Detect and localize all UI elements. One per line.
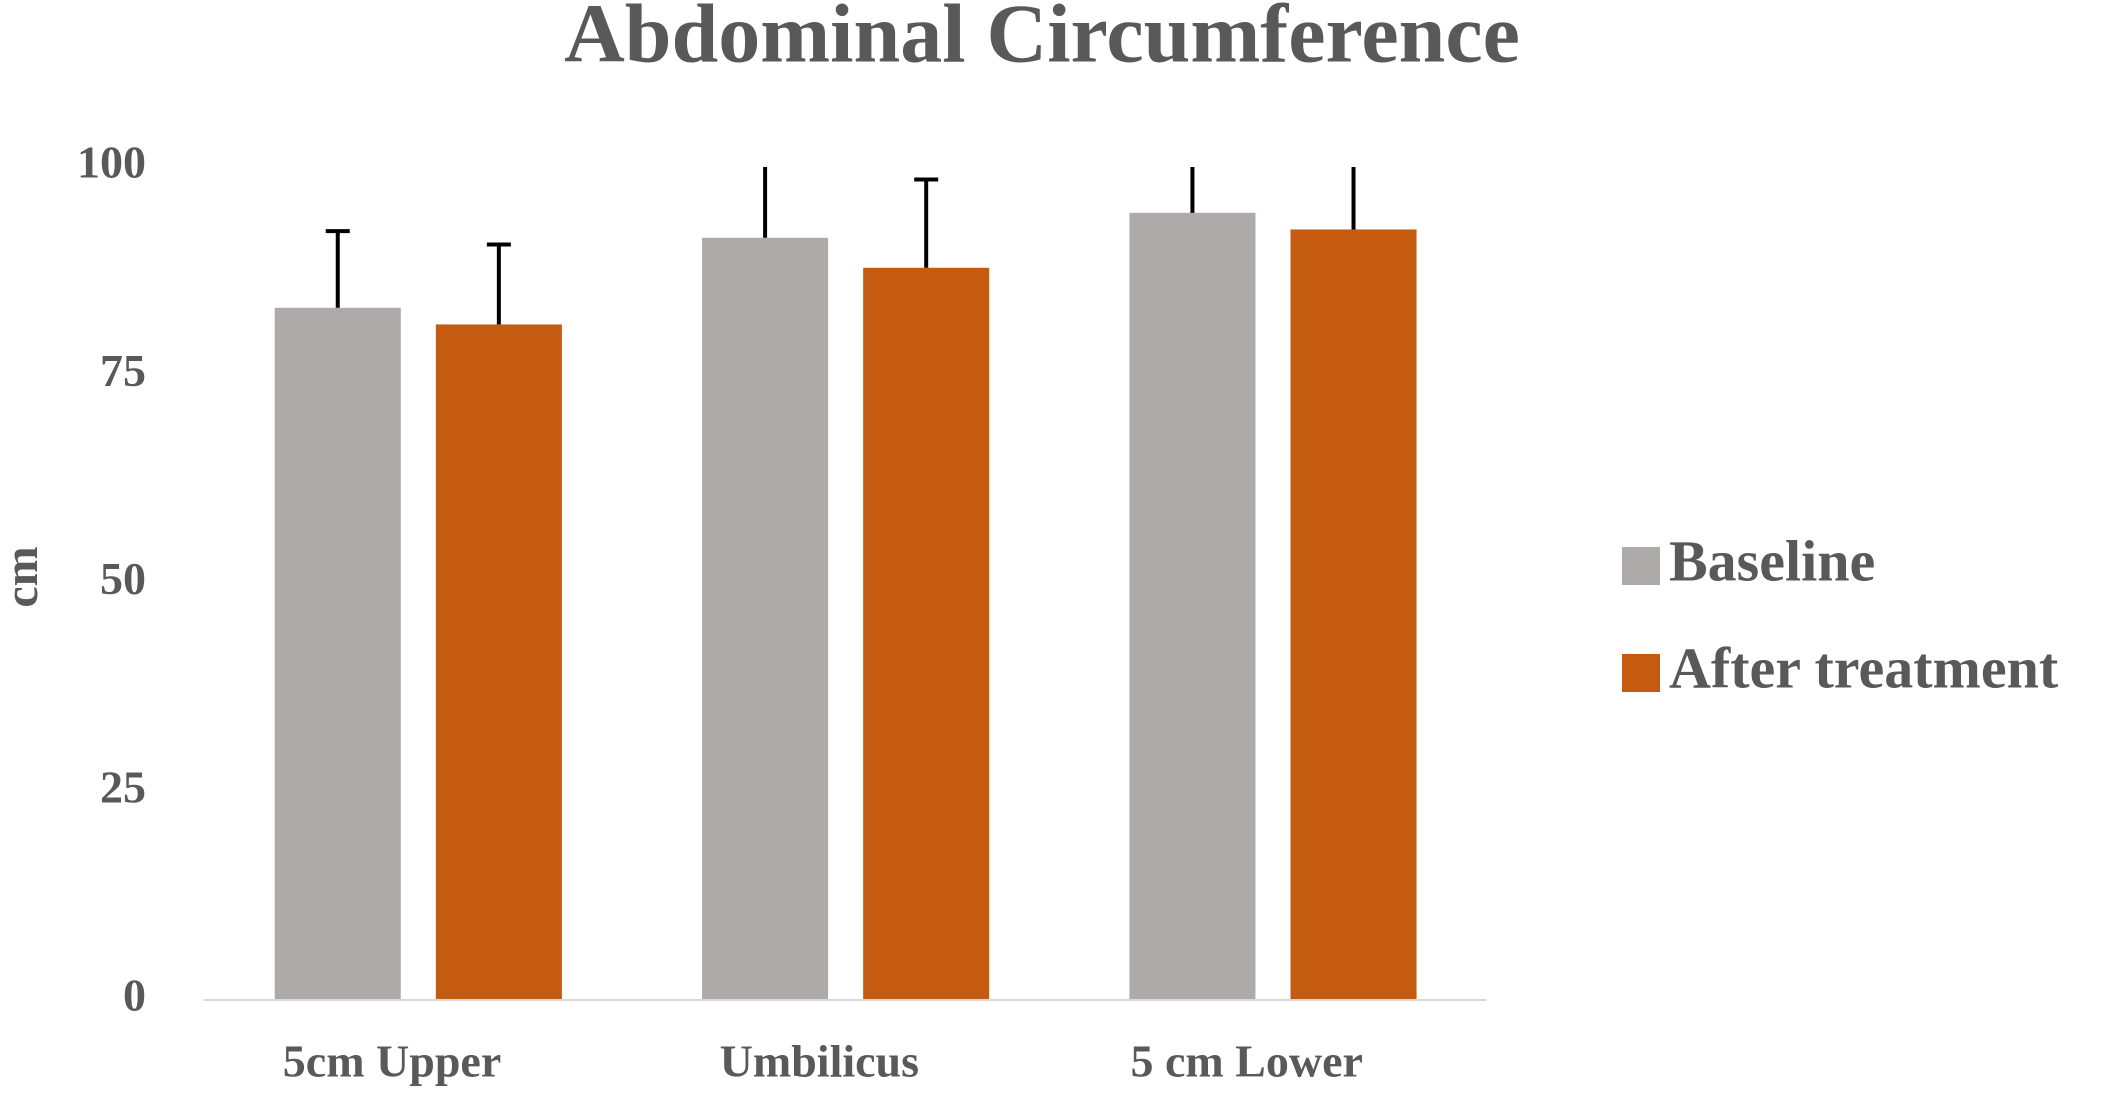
y-tick-label: 75 [100, 345, 146, 396]
error-bar [325, 229, 350, 308]
error-bar [1351, 167, 1356, 230]
bar [1129, 212, 1256, 1000]
y-tick-label: 25 [100, 761, 146, 812]
y-axis-label: cm [0, 546, 48, 607]
error-bar [763, 167, 768, 238]
legend-swatch [1622, 654, 1660, 692]
error-bar [914, 177, 939, 268]
error-bar [486, 242, 511, 325]
y-tick-label: 50 [100, 553, 146, 604]
error-bar-group [325, 167, 1356, 325]
y-tick-label: 100 [77, 137, 146, 188]
x-tick-label: 5 cm Lower [1130, 1036, 1362, 1087]
error-bar [1190, 167, 1195, 213]
x-tick-label: Umbilicus [720, 1036, 919, 1087]
bar [435, 324, 562, 1000]
legend-label: After treatment [1669, 635, 2059, 700]
bar [274, 307, 401, 1001]
chart-title: Abdominal Circumference [564, 0, 1520, 80]
legend-swatch [1622, 547, 1660, 585]
x-tick-label: 5cm Upper [283, 1036, 501, 1087]
y-tick-label: 0 [123, 970, 146, 1021]
bar [1290, 229, 1417, 1001]
bar [863, 267, 990, 1001]
bar [702, 237, 829, 1000]
legend-label: Baseline [1669, 528, 1875, 593]
plot-area [274, 212, 1417, 1001]
